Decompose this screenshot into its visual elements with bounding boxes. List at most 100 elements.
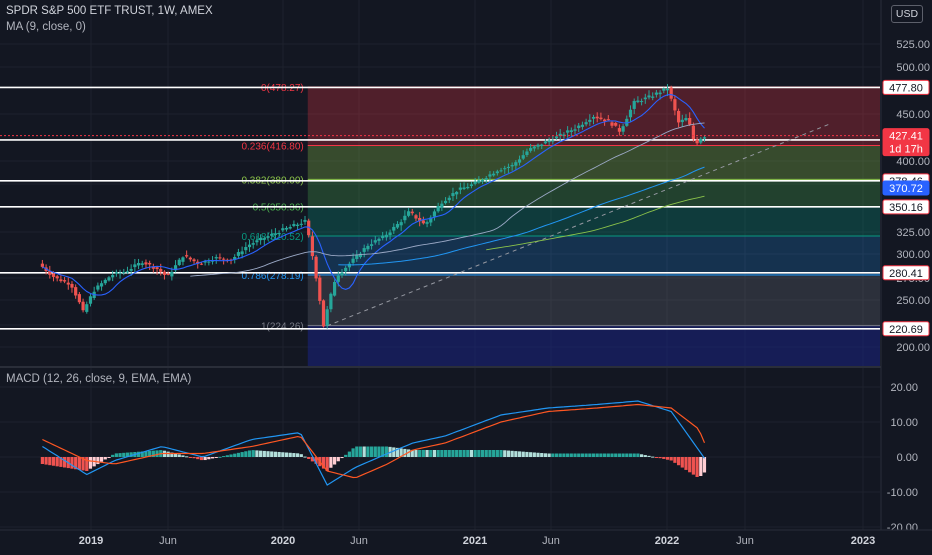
macd-hist-bar xyxy=(532,452,536,457)
candle-body xyxy=(399,222,403,226)
candle-body xyxy=(403,215,407,221)
macd-indicator-label[interactable]: MACD (12, 26, close, 9, EMA, EMA) xyxy=(6,373,192,385)
macd-hist-bar xyxy=(284,452,289,457)
macd-hist-bar xyxy=(584,453,588,457)
macd-hist-bar xyxy=(484,450,488,457)
candle-body xyxy=(59,279,63,282)
macd-hist-bar xyxy=(74,457,78,470)
macd-hist-bar xyxy=(362,446,366,457)
ma-indicator-label[interactable]: MA (9, close, 0) xyxy=(6,21,86,33)
currency-button[interactable]: USD xyxy=(891,5,923,23)
candle-body xyxy=(521,155,525,159)
candle-body xyxy=(506,166,511,168)
candle-body xyxy=(510,165,514,167)
candle-body xyxy=(469,184,474,186)
macd-hist-bar xyxy=(325,457,329,471)
candle-body xyxy=(355,254,359,259)
macd-hist-bar xyxy=(503,450,507,457)
macd-hist-bar xyxy=(669,457,673,461)
macd-hist-bar xyxy=(554,453,559,457)
level-tag-box xyxy=(882,265,930,281)
macd-hist-bar xyxy=(466,450,470,457)
macd-hist-bar xyxy=(166,451,170,457)
macd-hist-bar xyxy=(199,457,204,461)
macd-hist-bar xyxy=(77,457,81,470)
macd-hist-bar xyxy=(473,450,477,457)
macd-hist-bar xyxy=(458,450,462,457)
macd-hist-bar xyxy=(610,453,614,457)
level-tag: 477.80 xyxy=(882,79,930,95)
macd-hist-bar xyxy=(639,454,644,457)
macd-hist-bar xyxy=(588,453,592,457)
macd-hist-bar xyxy=(432,450,437,457)
signal-line xyxy=(42,403,706,479)
macd-hist-bar xyxy=(210,457,215,459)
macd-hist-bar xyxy=(536,452,540,457)
macd-hist-bar xyxy=(310,457,315,462)
macd-hist-bar xyxy=(281,452,285,457)
macd-hist-bar xyxy=(373,446,377,457)
macd-hist-bar xyxy=(148,450,152,457)
candle-body xyxy=(48,271,52,275)
macd-hist-bar xyxy=(695,457,699,477)
time-axis-tick: 2019 xyxy=(79,535,103,547)
macd-hist-bar xyxy=(236,452,241,457)
candle-body xyxy=(603,119,607,122)
level-tag-text: 280.41 xyxy=(889,268,923,280)
macd-hist-bar xyxy=(177,454,181,457)
candle-body xyxy=(384,234,388,238)
candle-body xyxy=(125,271,130,273)
macd-hist-bar xyxy=(270,451,274,457)
fib-zone xyxy=(307,235,880,275)
macd-hist-bar xyxy=(218,456,222,458)
macd-hist-bar xyxy=(447,450,451,457)
candle-body xyxy=(358,253,363,258)
candle-body xyxy=(551,140,555,142)
fib-zone xyxy=(307,274,880,326)
fib-level-label: 0(478.27) xyxy=(261,83,304,94)
candle-body xyxy=(480,179,485,182)
candle-body xyxy=(610,122,614,126)
symbol-title[interactable]: SPDR S&P 500 ETF TRUST, 1W, AMEX xyxy=(6,5,213,17)
macd-hist-bar xyxy=(188,457,192,458)
macd-hist-bar xyxy=(658,457,662,459)
candle-body xyxy=(177,259,181,266)
candle-body xyxy=(617,128,622,132)
candle-body xyxy=(388,232,392,236)
macd-hist-bar xyxy=(262,450,266,457)
macd-hist-bar xyxy=(181,455,185,457)
macd-hist-bar xyxy=(214,457,218,458)
fib-zone xyxy=(307,206,880,236)
macd-hist-bar xyxy=(440,450,444,457)
macd-hist-bar xyxy=(702,457,707,473)
macd-hist-bar xyxy=(414,450,418,457)
macd-hist-bar xyxy=(591,453,596,457)
candle-body xyxy=(373,240,377,243)
candle-body xyxy=(173,265,178,271)
macd-hist-bar xyxy=(140,451,144,457)
candle-body xyxy=(51,273,56,277)
macd-hist-bar xyxy=(103,457,107,460)
candle-body xyxy=(336,275,340,282)
candle-body xyxy=(392,226,396,231)
time-axis-tick: Jun xyxy=(542,535,560,547)
macd-hist-bar xyxy=(255,450,259,457)
candle-body xyxy=(488,174,492,177)
candle-body xyxy=(580,124,585,127)
macd-hist-bar xyxy=(321,457,326,469)
candle-body xyxy=(558,133,562,137)
macd-hist-bar xyxy=(599,453,603,457)
time-axis-tick: 2023 xyxy=(851,535,875,547)
macd-hist-bar xyxy=(436,450,440,457)
macd-hist-bar xyxy=(684,457,688,470)
fibonacci-retracement: 0(478.27)0.236(416.80)0.382(380.00)0.5(3… xyxy=(241,83,880,366)
candle-body xyxy=(569,130,573,132)
candle-body xyxy=(277,232,281,235)
fib-level-label: 0.5(350.36) xyxy=(253,203,304,214)
candle-body xyxy=(366,245,370,250)
fib-zone xyxy=(307,145,880,180)
macd-hist-bar xyxy=(222,456,226,458)
candle-body xyxy=(691,125,695,140)
candle-body xyxy=(573,129,577,131)
